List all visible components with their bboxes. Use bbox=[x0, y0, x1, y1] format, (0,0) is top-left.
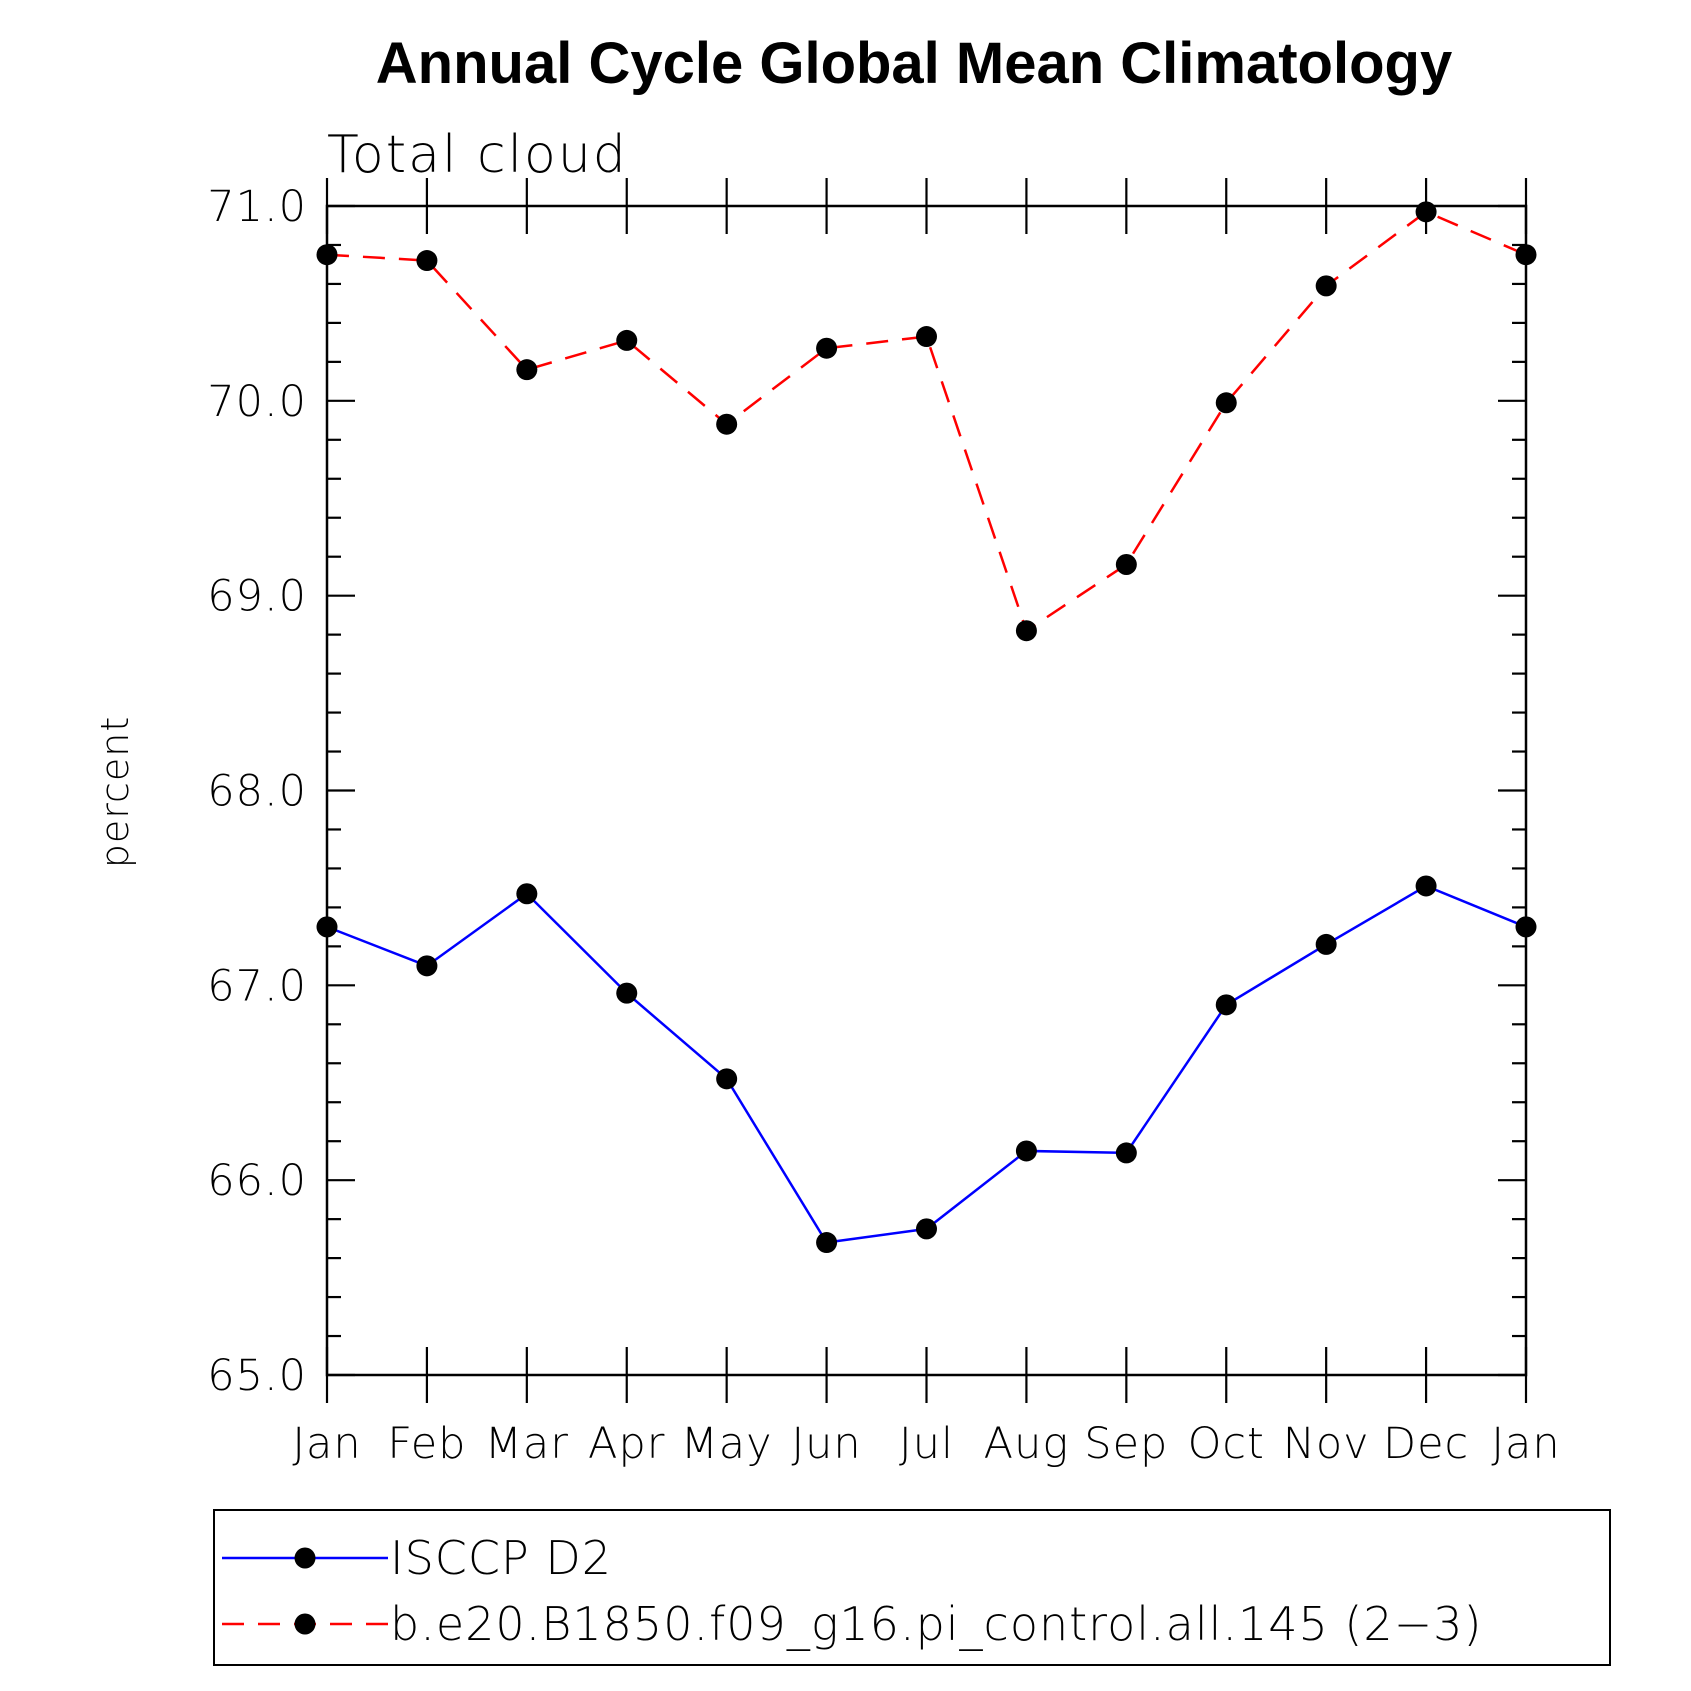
data-point bbox=[516, 883, 538, 905]
y-tick-label: 66.0 bbox=[207, 1156, 307, 1206]
x-tick-label: Jan bbox=[1491, 1419, 1560, 1469]
legend-label: ISCCP D2 bbox=[390, 1531, 612, 1585]
legend-marker bbox=[294, 1613, 316, 1635]
series-1 bbox=[316, 875, 1537, 1254]
y-tick-label: 70.0 bbox=[207, 377, 307, 427]
data-point bbox=[916, 326, 937, 348]
series-2 bbox=[316, 201, 1537, 642]
data-point bbox=[616, 329, 638, 351]
x-tick-label: Feb bbox=[387, 1419, 466, 1469]
y-tick-label: 69.0 bbox=[207, 572, 307, 622]
data-point bbox=[616, 982, 638, 1004]
data-point bbox=[1415, 201, 1437, 223]
y-tick-label: 68.0 bbox=[207, 767, 307, 817]
series-layer bbox=[316, 201, 1537, 1254]
data-point bbox=[1115, 1142, 1137, 1164]
series-line bbox=[326, 884, 1527, 1244]
series-line bbox=[326, 210, 1527, 633]
data-point bbox=[1015, 620, 1037, 642]
data-point bbox=[1215, 994, 1237, 1016]
data-point bbox=[1215, 392, 1237, 414]
data-point bbox=[416, 955, 438, 977]
x-tick-label: Oct bbox=[1188, 1419, 1265, 1469]
y-tick-label: 65.0 bbox=[207, 1351, 307, 1401]
chart-title: Annual Cycle Global Mean Climatology bbox=[376, 31, 1452, 96]
chart-subtitle: Total cloud bbox=[327, 125, 628, 185]
x-tick-label: Jan bbox=[292, 1419, 361, 1469]
x-tick-label: Dec bbox=[1383, 1419, 1469, 1469]
data-point bbox=[716, 413, 738, 435]
data-point bbox=[1015, 1140, 1037, 1162]
data-point bbox=[816, 1232, 838, 1254]
data-point bbox=[1515, 916, 1537, 938]
plot-frame bbox=[325, 204, 1528, 1377]
x-tick-label: Sep bbox=[1084, 1419, 1168, 1469]
x-tick-label: Apr bbox=[588, 1419, 665, 1469]
data-point bbox=[916, 1218, 937, 1240]
legend-label: b.e20.B1850.f09_g16.pi_control.all.145 (… bbox=[390, 1597, 1482, 1651]
axes: 65.0 66.0 67.0 68.0 69.0 70.0 71.0 Jan Feb Mar Apr… bbox=[207, 178, 1560, 1469]
y-tick-label: 67.0 bbox=[207, 961, 307, 1011]
legend: ISCCP D2 b.e20.B1850.f09_g16.pi_control.a… bbox=[213, 1509, 1611, 1666]
data-point bbox=[516, 359, 538, 381]
legend-marker bbox=[294, 1547, 316, 1569]
data-point bbox=[416, 250, 438, 272]
x-tick-label: May bbox=[681, 1419, 773, 1469]
data-point bbox=[1415, 875, 1437, 897]
x-tick-label: Mar bbox=[485, 1419, 569, 1469]
data-point bbox=[716, 1068, 738, 1090]
y-axis-label: percent bbox=[93, 716, 137, 869]
data-point bbox=[1515, 244, 1537, 266]
x-tick-label: Aug bbox=[984, 1419, 1069, 1469]
x-tick-label: Jun bbox=[791, 1419, 861, 1469]
data-point bbox=[316, 244, 338, 266]
data-point bbox=[1315, 275, 1337, 297]
data-point bbox=[1315, 933, 1337, 955]
legend-box bbox=[213, 1509, 1611, 1666]
x-tick-label: Nov bbox=[1283, 1419, 1370, 1469]
data-point bbox=[316, 916, 338, 938]
data-point bbox=[816, 337, 838, 359]
x-tick-label: Jul bbox=[899, 1419, 954, 1469]
data-point bbox=[1115, 553, 1137, 575]
y-tick-label: 71.0 bbox=[207, 182, 307, 232]
